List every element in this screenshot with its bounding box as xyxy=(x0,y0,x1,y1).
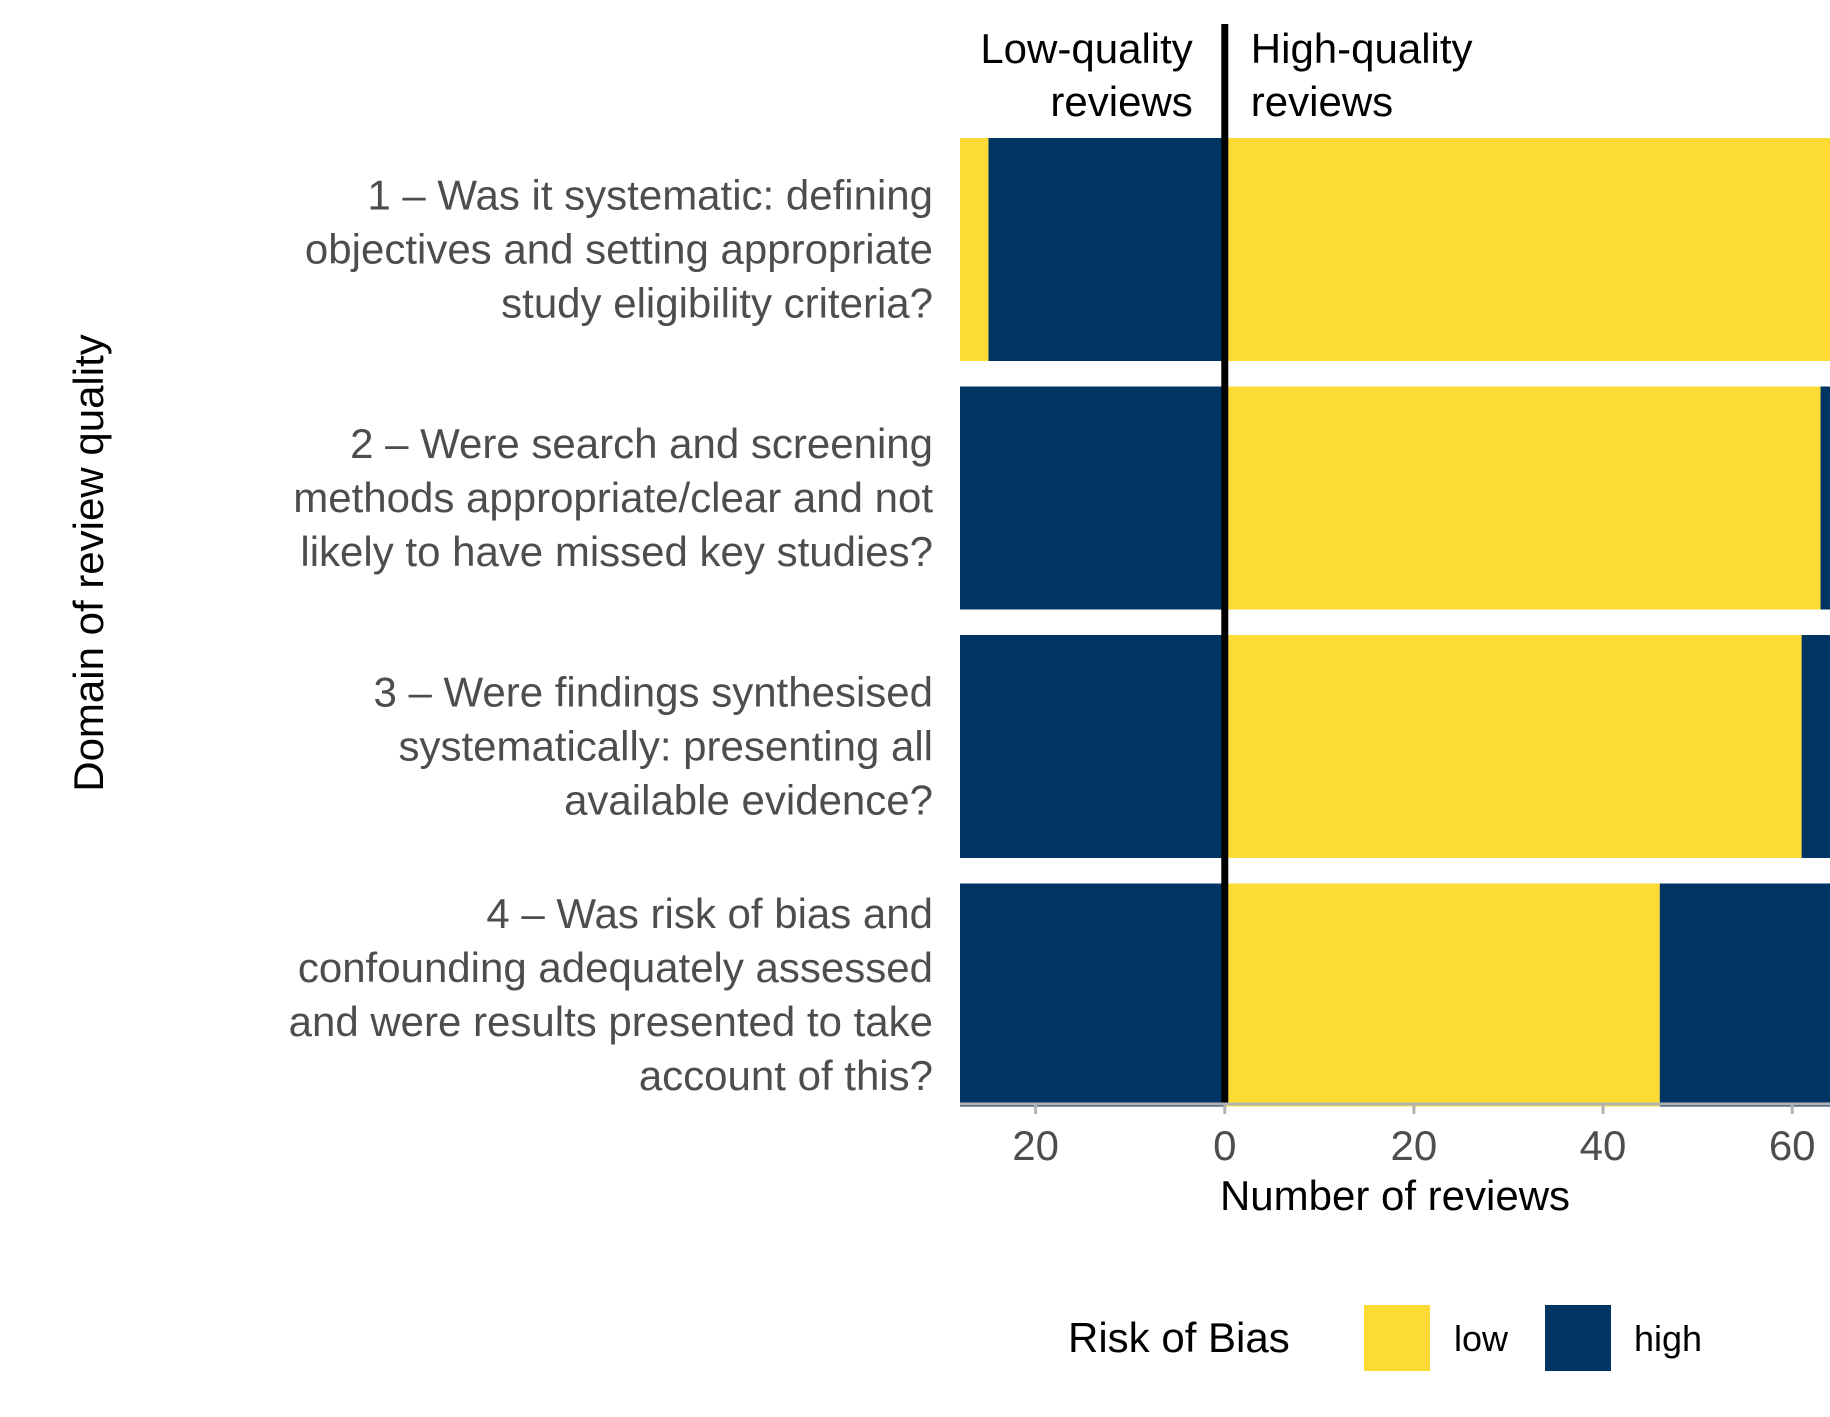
bar-4-highq-low xyxy=(1224,883,1660,1107)
bar-4-highq-high xyxy=(1659,883,1830,1107)
x-axis-title: Number of reviews xyxy=(1220,1172,1570,1219)
bar-3-highq-low xyxy=(1224,635,1802,858)
category-label-3: 3 – Were findings synthesised systematica… xyxy=(373,669,933,824)
side-label-high-quality: High-quality reviews xyxy=(1251,25,1473,125)
bar-3-highq-high xyxy=(1801,635,1830,858)
x-tick-label: 20 xyxy=(1012,1122,1059,1169)
bar-2-lowq-high xyxy=(960,386,1225,610)
x-tick-label: 60 xyxy=(1769,1122,1816,1169)
legend-swatch-low xyxy=(1364,1305,1430,1371)
bar-4-lowq-high xyxy=(960,883,1225,1107)
y-axis-title: Domain of review quality xyxy=(65,334,112,792)
bar-1-lowq-high xyxy=(988,138,1225,361)
legend: Risk of Bias low high xyxy=(1068,1305,1702,1371)
legend-label-low: low xyxy=(1454,1318,1509,1359)
bars-layer xyxy=(960,138,1830,1107)
x-axis-ticks: 20 0 20 40 60 xyxy=(1012,1104,1816,1169)
legend-swatch-high xyxy=(1545,1305,1611,1371)
legend-title: Risk of Bias xyxy=(1068,1314,1290,1361)
x-tick-label: 40 xyxy=(1580,1122,1627,1169)
bar-1-highq-low xyxy=(1224,138,1830,361)
x-tick-label: 0 xyxy=(1213,1122,1236,1169)
x-tick-label: 20 xyxy=(1391,1122,1438,1169)
side-label-low-quality: Low-quality reviews xyxy=(980,25,1192,125)
bar-2-highq-low xyxy=(1224,386,1821,610)
bar-2-highq-high xyxy=(1820,386,1830,610)
category-label-1: 1 – Was it systematic: defining objective… xyxy=(305,172,933,327)
category-labels: 1 – Was it systematic: defining objective… xyxy=(289,172,934,1100)
category-label-2: 2 – Were search and screening methods app… xyxy=(293,420,933,575)
bar-1-lowq-low xyxy=(960,138,989,361)
side-labels: Low-quality reviews High-quality reviews xyxy=(980,25,1472,125)
bar-3-lowq-high xyxy=(960,635,1225,858)
category-label-4: 4 – Was risk of bias and confounding adeq… xyxy=(289,890,933,1099)
legend-label-high: high xyxy=(1634,1318,1702,1359)
